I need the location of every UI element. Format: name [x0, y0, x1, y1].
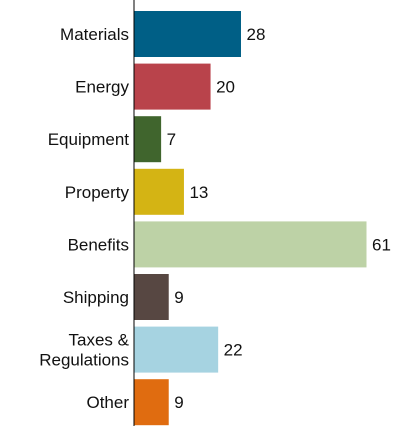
- category-label-shipping: Shipping: [63, 288, 129, 307]
- value-label-other: 9: [174, 393, 183, 412]
- bar-materials: [134, 11, 241, 57]
- bars-group: [134, 11, 367, 426]
- value-label-materials: 28: [246, 25, 265, 44]
- value-label-taxes-regulations: 22: [224, 341, 243, 360]
- bar-other: [134, 379, 169, 426]
- bar-shipping: [134, 274, 169, 320]
- bar-equipment: [134, 116, 162, 163]
- category-label-other: Other: [86, 393, 129, 412]
- value-label-shipping: 9: [174, 288, 183, 307]
- value-label-equipment: 7: [167, 130, 176, 149]
- category-labels: Materials Energy Equipment Property Benefits…: [39, 25, 129, 412]
- value-label-benefits: 61: [372, 235, 391, 254]
- category-label-energy: Energy: [75, 78, 129, 97]
- value-label-energy: 20: [216, 78, 235, 97]
- value-labels: 28 20 7 13 61 9 22 9: [167, 25, 391, 412]
- bar-benefits: [134, 221, 367, 268]
- bar-taxes-regulations: [134, 326, 219, 373]
- category-label-taxes-regulations: Taxes & Regulations: [39, 331, 129, 370]
- category-label-materials: Materials: [60, 25, 129, 44]
- bar-energy: [134, 63, 211, 110]
- category-label-property: Property: [65, 183, 130, 202]
- category-label-equipment: Equipment: [48, 130, 130, 149]
- category-label-benefits: Benefits: [68, 235, 129, 254]
- value-label-property: 13: [189, 183, 208, 202]
- bar-property: [134, 168, 184, 215]
